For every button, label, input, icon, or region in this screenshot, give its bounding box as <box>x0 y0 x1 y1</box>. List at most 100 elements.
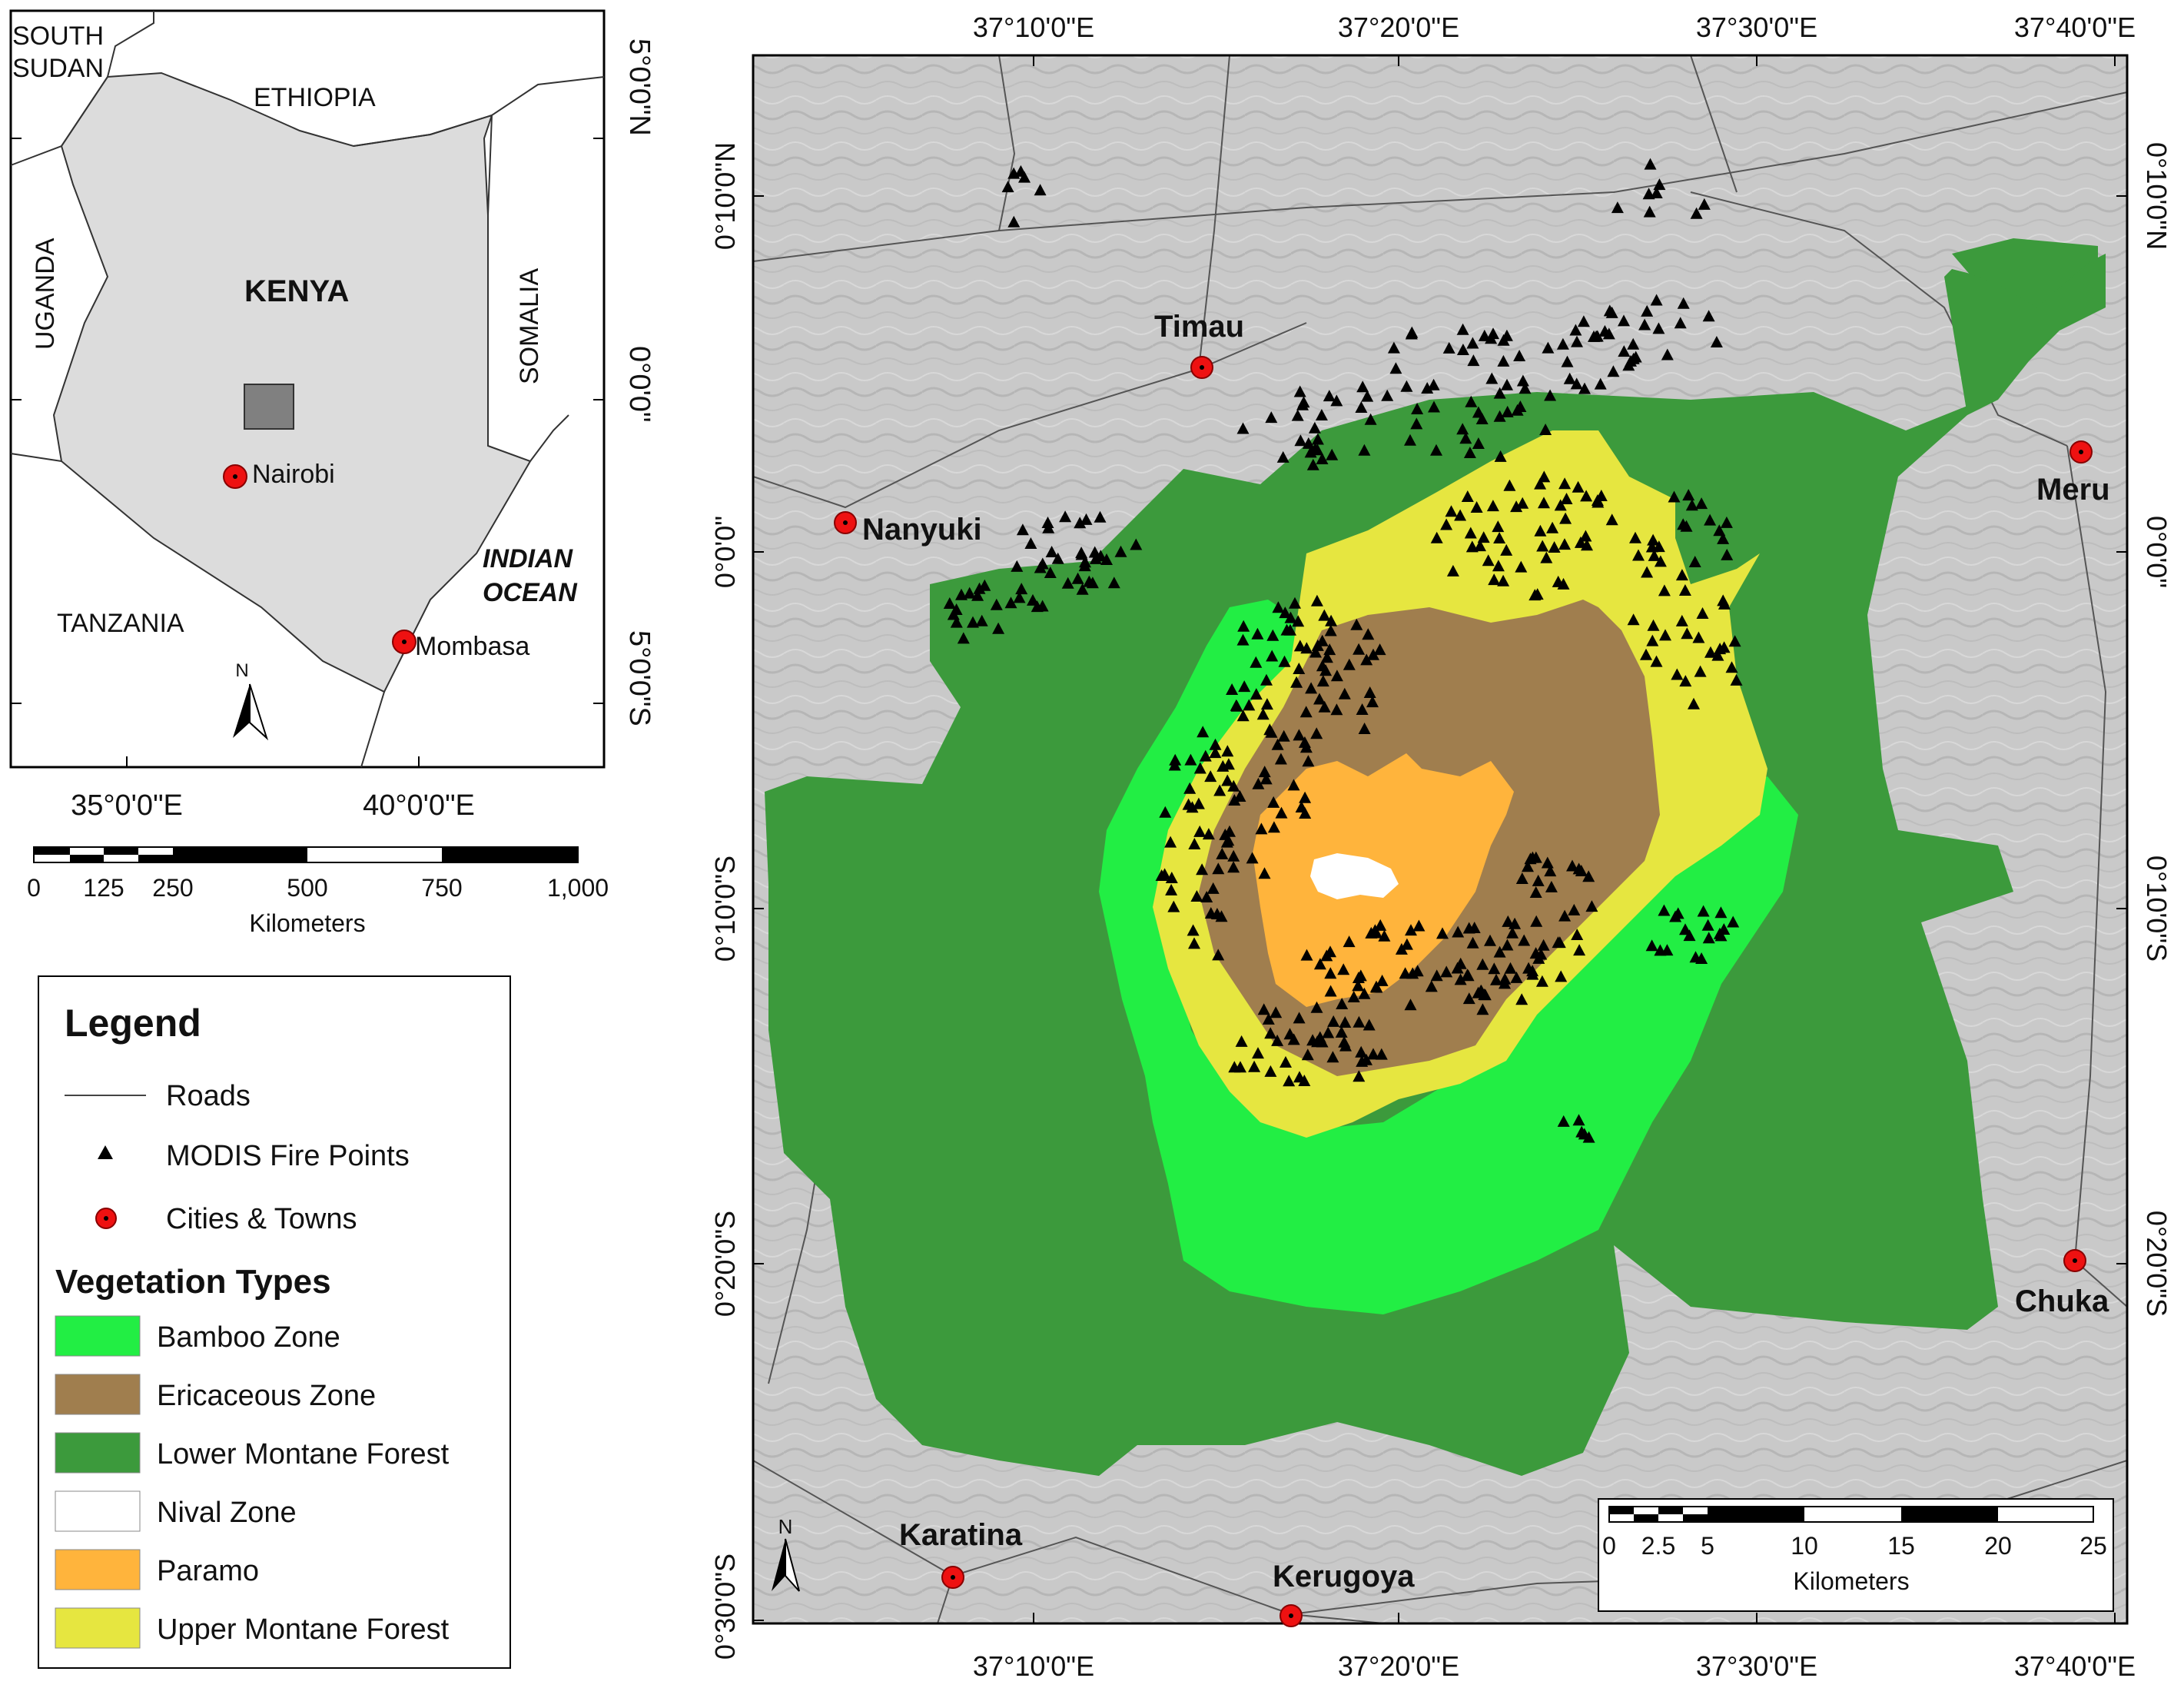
fire-point <box>1007 215 1021 228</box>
fire-point <box>1530 915 1543 927</box>
fire-point <box>1186 801 1199 813</box>
fire-point <box>1569 324 1582 336</box>
fire-point <box>1354 969 1367 982</box>
fire-point <box>1516 497 1529 509</box>
fire-point <box>1442 341 1455 354</box>
fire-point <box>1381 389 1394 401</box>
fire-point <box>1542 341 1555 354</box>
fire-point <box>1605 513 1618 526</box>
fire-point <box>1167 900 1180 912</box>
fire-point <box>1465 540 1479 553</box>
fire-point <box>1544 865 1557 877</box>
fire-point <box>1343 935 1356 948</box>
main-scale-tick-2: 5 <box>1701 1532 1714 1560</box>
fire-point <box>1500 543 1513 556</box>
fire-point <box>1339 1039 1352 1052</box>
fire-point <box>1024 537 1037 549</box>
fire-point <box>1459 432 1472 444</box>
fire-point <box>1266 629 1280 641</box>
fire-point <box>1320 651 1333 663</box>
fire-point <box>1585 900 1598 912</box>
fire-point <box>1440 518 1453 530</box>
fire-point <box>1446 564 1459 577</box>
fire-point <box>1080 513 1093 525</box>
fire-point <box>1497 354 1510 367</box>
fire-point <box>1299 706 1313 718</box>
fire-point <box>1629 531 1641 543</box>
fire-point <box>1004 596 1017 609</box>
fire-point <box>1730 673 1743 686</box>
inset-lat-tick-3: 5°0'0"S <box>623 630 656 726</box>
fire-point <box>1001 181 1014 193</box>
fire-point <box>1671 668 1684 680</box>
inset-lon-tick-1: 35°0'0"E <box>71 789 183 822</box>
fire-point <box>1632 549 1645 561</box>
fire-point <box>1566 859 1578 872</box>
fire-point <box>1410 417 1423 430</box>
legend-veg-lower-montane: Lower Montane Forest <box>55 1432 450 1474</box>
fire-point <box>1320 949 1333 962</box>
fire-point <box>1251 627 1264 640</box>
fire-point <box>1440 965 1453 978</box>
fire-point <box>1727 915 1740 928</box>
fire-point <box>1292 615 1305 627</box>
fire-point <box>1013 591 1026 603</box>
fire-point <box>1580 490 1593 502</box>
fire-point <box>1291 409 1304 421</box>
fire-point <box>1192 797 1205 809</box>
fire-point <box>1538 470 1551 483</box>
fire-point <box>1560 493 1573 504</box>
fire-point <box>990 598 1003 610</box>
fire-point <box>1526 968 1539 980</box>
fire-point <box>1702 310 1715 322</box>
fire-point <box>1188 838 1201 849</box>
fire-point <box>1107 577 1120 589</box>
fire-point <box>1358 723 1371 734</box>
fire-point <box>1260 698 1273 710</box>
fire-point <box>1355 1045 1368 1058</box>
legend-veg-bamboo: Bamboo Zone <box>55 1315 340 1357</box>
fire-point <box>957 632 970 644</box>
fire-point <box>1476 1003 1489 1015</box>
fire-point <box>1405 924 1417 936</box>
fire-point <box>1488 573 1501 586</box>
left-tick-4: 0°20'0"S <box>709 1211 741 1317</box>
fire-point <box>1083 575 1096 587</box>
top-tick-3: 37°30'0"E <box>1696 12 1817 43</box>
fire-point <box>1588 330 1600 342</box>
fire-point <box>1456 323 1469 335</box>
fire-point <box>1079 556 1091 568</box>
fire-point <box>1300 949 1313 961</box>
fire-point <box>1326 448 1339 460</box>
fire-point <box>1335 1025 1348 1038</box>
label-chuka: Chuka <box>2015 1284 2109 1318</box>
fire-point <box>1367 1048 1379 1060</box>
fire-point <box>1207 882 1220 894</box>
fire-point <box>1316 675 1329 687</box>
fire-point <box>1302 437 1315 449</box>
svg-text:N: N <box>778 1515 793 1538</box>
fire-point <box>1305 682 1318 694</box>
legend-veg-label: Bamboo Zone <box>157 1321 340 1354</box>
fire-point <box>1221 745 1234 757</box>
fire-point <box>1130 538 1143 550</box>
bottom-tick-2: 37°20'0"E <box>1338 1650 1459 1682</box>
fire-point <box>1222 834 1235 846</box>
fire-point <box>1718 641 1731 653</box>
fire-point <box>1027 593 1039 606</box>
fire-point <box>1041 517 1054 528</box>
fire-point <box>1501 405 1514 417</box>
fire-point <box>1436 927 1449 939</box>
fire-point <box>1267 821 1280 833</box>
fire-point <box>1074 517 1087 529</box>
fire-point <box>1720 516 1733 528</box>
fire-point <box>1293 1012 1306 1024</box>
fire-point <box>1640 648 1652 660</box>
inset-map: SOUTH SUDAN ETHIOPIA UGANDA KENYA SOMALI… <box>9 9 606 769</box>
fire-point <box>1366 696 1379 708</box>
fire-point <box>1204 770 1217 783</box>
fire-point <box>1289 596 1301 609</box>
fire-point <box>1529 886 1542 898</box>
fire-point <box>1018 171 1031 183</box>
fire-point <box>1461 490 1474 502</box>
